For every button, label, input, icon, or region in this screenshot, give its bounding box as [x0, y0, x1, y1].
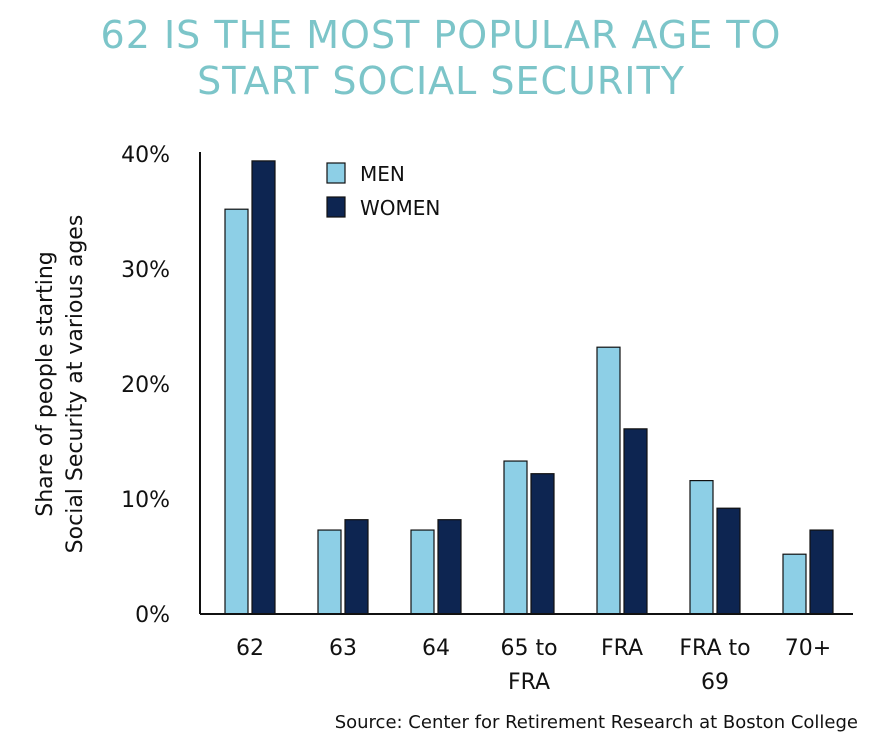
y-tick-label: 10%: [121, 488, 170, 513]
legend-swatch-women: [326, 196, 346, 218]
x-tick-label: 69: [701, 670, 729, 695]
y-tick-label: 20%: [121, 373, 170, 398]
bar-men-fra: [596, 346, 621, 615]
x-tick-label: 65 to: [500, 636, 557, 661]
y-axis-label-line-1: Share of people starting: [33, 251, 58, 517]
bar-women-63: [344, 519, 369, 615]
x-tick-label: 70+: [785, 636, 831, 661]
y-tick-label: 0%: [135, 603, 170, 628]
bar-men-64: [410, 529, 435, 615]
bar-women-65-to-fra: [530, 473, 555, 615]
chart-title-line-2: START SOCIAL SECURITY: [197, 59, 685, 103]
bar-women-fra: [623, 428, 648, 615]
bar-men-fra-to-69: [689, 480, 714, 615]
x-tick-label: FRA: [601, 636, 643, 661]
x-tick-label: FRA to: [679, 636, 750, 661]
bar-women-fra-to-69: [716, 507, 741, 615]
legend-label-men: MEN: [360, 162, 405, 186]
bar-men-63: [317, 529, 342, 615]
x-tick-label: 62: [236, 636, 264, 661]
legend-label-women: WOMEN: [360, 196, 440, 220]
chart-title: 62 IS THE MOST POPULAR AGE TO START SOCI…: [0, 12, 882, 104]
y-tick-label: 30%: [121, 258, 170, 283]
x-tick-label: FRA: [508, 670, 550, 695]
legend-swatch-men: [326, 162, 346, 184]
bar-women-64: [437, 519, 462, 615]
y-tick-label: 40%: [121, 143, 170, 168]
bar-men-62: [224, 208, 249, 615]
bar-men-70+: [782, 553, 807, 615]
bar-men-65-to-fra: [503, 460, 528, 615]
chart-title-line-1: 62 IS THE MOST POPULAR AGE TO: [100, 13, 782, 57]
bar-women-70+: [809, 529, 834, 615]
x-tick-label: 64: [422, 636, 450, 661]
bar-women-62: [251, 160, 276, 615]
y-axis-label-line-2: Social Security at various ages: [63, 215, 88, 554]
x-tick-label: 63: [329, 636, 357, 661]
source-note: Source: Center for Retirement Research a…: [334, 712, 858, 733]
